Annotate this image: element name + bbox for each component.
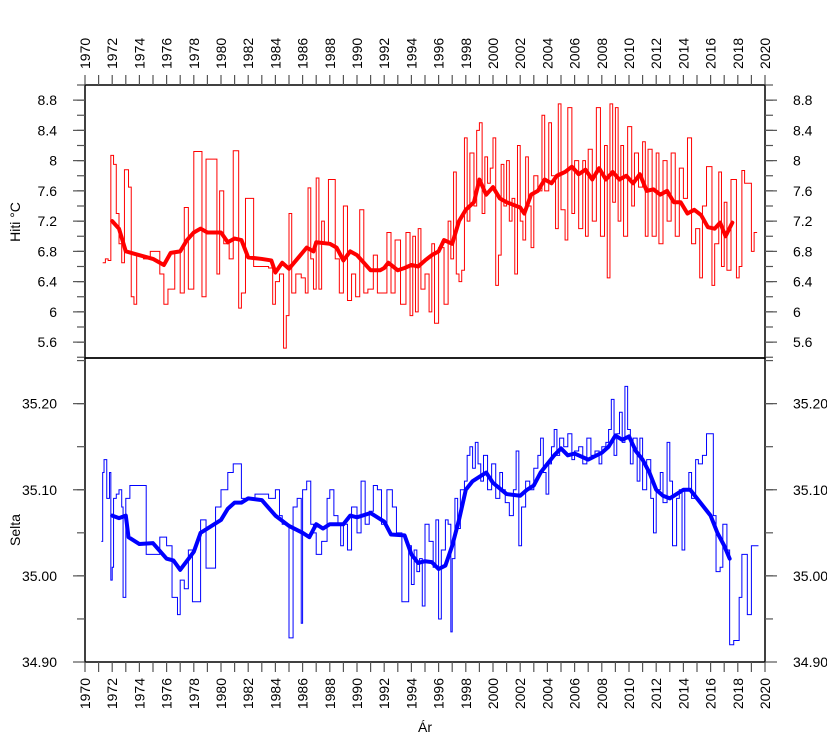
x-tick-label: 1990: [349, 38, 365, 69]
x-tick-label: 1998: [458, 38, 474, 69]
x-tick-label: 2012: [648, 678, 664, 709]
x-tick-label: 2010: [621, 38, 637, 69]
x-axis-label: Ár: [418, 719, 432, 735]
y-tick-label-right: 7.6: [793, 183, 813, 199]
x-tick-label: 1996: [431, 38, 447, 69]
salinity-smoothed-line: [110, 433, 732, 572]
y-tick-label: 5.6: [38, 334, 58, 350]
x-tick-label: 1994: [403, 38, 419, 69]
y-tick-label: 8.4: [38, 122, 58, 138]
y-axis-label-salinity: Selta: [7, 514, 23, 546]
y-tick-label: 6.8: [38, 243, 58, 259]
y-tick-label-right: 6: [793, 304, 801, 320]
x-tick-label: 1980: [213, 38, 229, 69]
x-tick-label: 2018: [730, 678, 746, 709]
x-tick-label: 1988: [322, 38, 338, 69]
x-tick-label: 2018: [730, 38, 746, 69]
x-tick-label: 2016: [703, 678, 719, 709]
x-tick-label: 2004: [539, 678, 555, 709]
x-tick-label: 2002: [512, 38, 528, 69]
x-tick-label: 1988: [322, 678, 338, 709]
y-tick-label: 7.2: [38, 213, 58, 229]
x-tick-label: 1990: [349, 678, 365, 709]
temperature-smoothed-line: [110, 164, 735, 275]
x-tick-label: 1976: [159, 38, 175, 69]
x-tick-label: 1986: [295, 678, 311, 709]
y-tick-label-right: 7.2: [793, 213, 813, 229]
x-tick-label: 1974: [131, 678, 147, 709]
x-tick-label: 1970: [77, 678, 93, 709]
y-tick-label-right: 8.4: [793, 122, 813, 138]
x-tick-label: 2012: [648, 38, 664, 69]
salinity-panel: 1970 1972 1974 1976 1978 1980 1982 1984 1986 1988…: [22, 357, 827, 709]
y-tick-label: 8.8: [38, 92, 58, 108]
y-tick-label: 35.10: [22, 482, 57, 498]
x-tick-label: 1992: [376, 678, 392, 709]
x-tick-label: 2000: [485, 678, 501, 709]
x-tick-label: 2002: [512, 678, 528, 709]
x-tick-label: 2014: [675, 38, 691, 69]
x-tick-label: 1978: [186, 678, 202, 709]
y-tick-label: 6: [49, 304, 57, 320]
y-tick-label-right: 35.00: [793, 568, 827, 584]
y-tick-label: 7.6: [38, 183, 58, 199]
x-tick-label: 2006: [567, 38, 583, 69]
y-tick-label-right: 35.10: [793, 482, 827, 498]
x-tick-label: 1972: [104, 38, 120, 69]
x-tick-label: 1996: [431, 678, 447, 709]
x-tick-label: 1976: [159, 678, 175, 709]
y-tick-label-right: 6.8: [793, 243, 813, 259]
y-tick-label-right: 34.90: [793, 654, 827, 670]
x-tick-label: 2020: [757, 38, 773, 69]
x-tick-label: 1982: [240, 678, 256, 709]
x-tick-label: 1972: [104, 678, 120, 709]
x-tick-label: 1978: [186, 38, 202, 69]
y-tick-label: 35.00: [22, 568, 57, 584]
x-tick-label: 2010: [621, 678, 637, 709]
x-tick-label: 2000: [485, 38, 501, 69]
y-tick-label-right: 8: [793, 153, 801, 169]
y-tick-label: 8: [49, 153, 57, 169]
y-tick-label: 6.4: [38, 274, 58, 290]
x-tick-label: 2008: [594, 678, 610, 709]
y-axis-label-temperature: Hiti °C: [7, 202, 23, 242]
x-tick-label: 1992: [376, 38, 392, 69]
y-tick-label: 35.20: [22, 396, 57, 412]
x-tick-label: 2016: [703, 38, 719, 69]
x-tick-label: 2014: [675, 678, 691, 709]
x-tick-label: 1974: [131, 38, 147, 69]
y-tick-label-right: 35.20: [793, 396, 827, 412]
x-tick-label: 1980: [213, 678, 229, 709]
temperature-panel: 1970 1972 1974 1976 1978 1980 1982 1984 1986 1988…: [38, 38, 813, 359]
y-tick-label-right: 6.4: [793, 274, 813, 290]
x-tick-label: 2020: [757, 678, 773, 709]
temperature-raw-line: [102, 103, 758, 349]
y-tick-label-right: 8.8: [793, 92, 813, 108]
y-tick-label: 34.90: [22, 654, 57, 670]
x-tick-label: 2006: [567, 678, 583, 709]
x-tick-label: 1984: [267, 678, 283, 709]
x-tick-label: 1994: [403, 678, 419, 709]
x-tick-label: 2008: [594, 38, 610, 69]
x-tick-label: 1982: [240, 38, 256, 69]
plot-frame: [84, 357, 766, 663]
x-tick-label: 2004: [539, 38, 555, 69]
x-tick-label: 1970: [77, 38, 93, 69]
x-tick-label: 1986: [295, 38, 311, 69]
x-tick-label: 1998: [458, 678, 474, 709]
salinity-raw-line: [101, 385, 759, 646]
y-tick-label-right: 5.6: [793, 334, 813, 350]
x-tick-label: 1984: [267, 38, 283, 69]
